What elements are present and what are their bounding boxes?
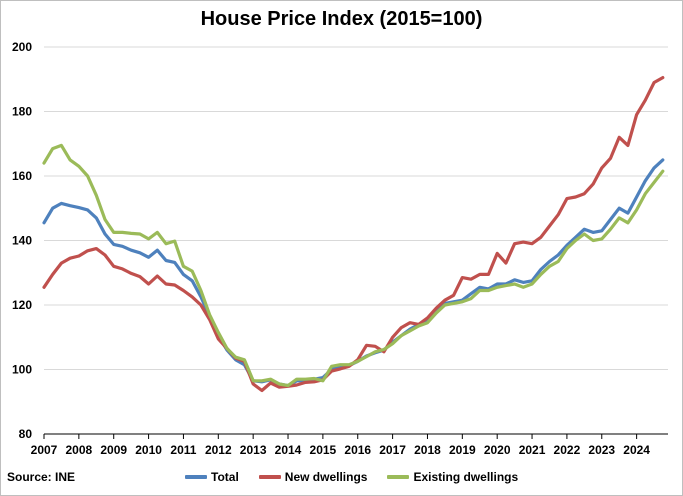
legend-label-new-dwellings: New dwellings bbox=[285, 470, 368, 484]
x-tick-label-2021: 2021 bbox=[519, 443, 546, 457]
y-tick-label-160: 160 bbox=[12, 169, 32, 183]
source-note: Source: INE bbox=[7, 470, 75, 484]
series-line-total bbox=[44, 160, 663, 386]
legend-label-total: Total bbox=[211, 470, 239, 484]
legend-item-new-dwellings: New dwellings bbox=[259, 470, 368, 484]
x-tick-label-2011: 2011 bbox=[170, 443, 196, 457]
x-tick-label-2013: 2013 bbox=[240, 443, 267, 457]
x-tick-label-2007: 2007 bbox=[31, 443, 58, 457]
x-tick-label-2018: 2018 bbox=[414, 443, 441, 457]
x-tick-label-2020: 2020 bbox=[484, 443, 511, 457]
y-tick-label-100: 100 bbox=[12, 363, 32, 377]
legend-label-existing-dwellings: Existing dwellings bbox=[413, 470, 518, 484]
y-tick-label-180: 180 bbox=[12, 105, 32, 119]
y-axis-ticks: 80 100 120 140 160 180 200 bbox=[12, 40, 32, 441]
x-tick-label-2012: 2012 bbox=[205, 443, 232, 457]
x-tick-label-2015: 2015 bbox=[310, 443, 337, 457]
legend-swatch-existing-dwellings bbox=[387, 475, 409, 479]
y-tick-label-140: 140 bbox=[12, 234, 32, 248]
legend-swatch-total bbox=[185, 475, 207, 479]
x-tick-label-2017: 2017 bbox=[379, 443, 406, 457]
legend: Total New dwellings Existing dwellings bbox=[185, 470, 538, 484]
x-tick-label-2016: 2016 bbox=[344, 443, 371, 457]
series-lines bbox=[44, 78, 663, 391]
x-tick-label-2024: 2024 bbox=[623, 443, 650, 457]
legend-item-existing-dwellings: Existing dwellings bbox=[387, 470, 518, 484]
legend-swatch-new-dwellings bbox=[259, 475, 281, 479]
x-tick-label-2010: 2010 bbox=[135, 443, 162, 457]
legend-item-total: Total bbox=[185, 470, 239, 484]
y-tick-label-120: 120 bbox=[12, 298, 32, 312]
x-tick-label-2022: 2022 bbox=[554, 443, 581, 457]
x-axis-ticks: 2007 2008 2009 2010 2011 2012 2013 2014 2015 2016… bbox=[31, 434, 668, 457]
y-tick-label-80: 80 bbox=[19, 427, 33, 441]
y-tick-label-200: 200 bbox=[12, 40, 32, 54]
x-tick-label-2014: 2014 bbox=[275, 443, 302, 457]
x-tick-label-2019: 2019 bbox=[449, 443, 476, 457]
series-line-existing-dwellings bbox=[44, 145, 663, 385]
x-tick-label-2008: 2008 bbox=[66, 443, 93, 457]
x-tick-label-2009: 2009 bbox=[100, 443, 127, 457]
x-tick-label-2023: 2023 bbox=[588, 443, 615, 457]
